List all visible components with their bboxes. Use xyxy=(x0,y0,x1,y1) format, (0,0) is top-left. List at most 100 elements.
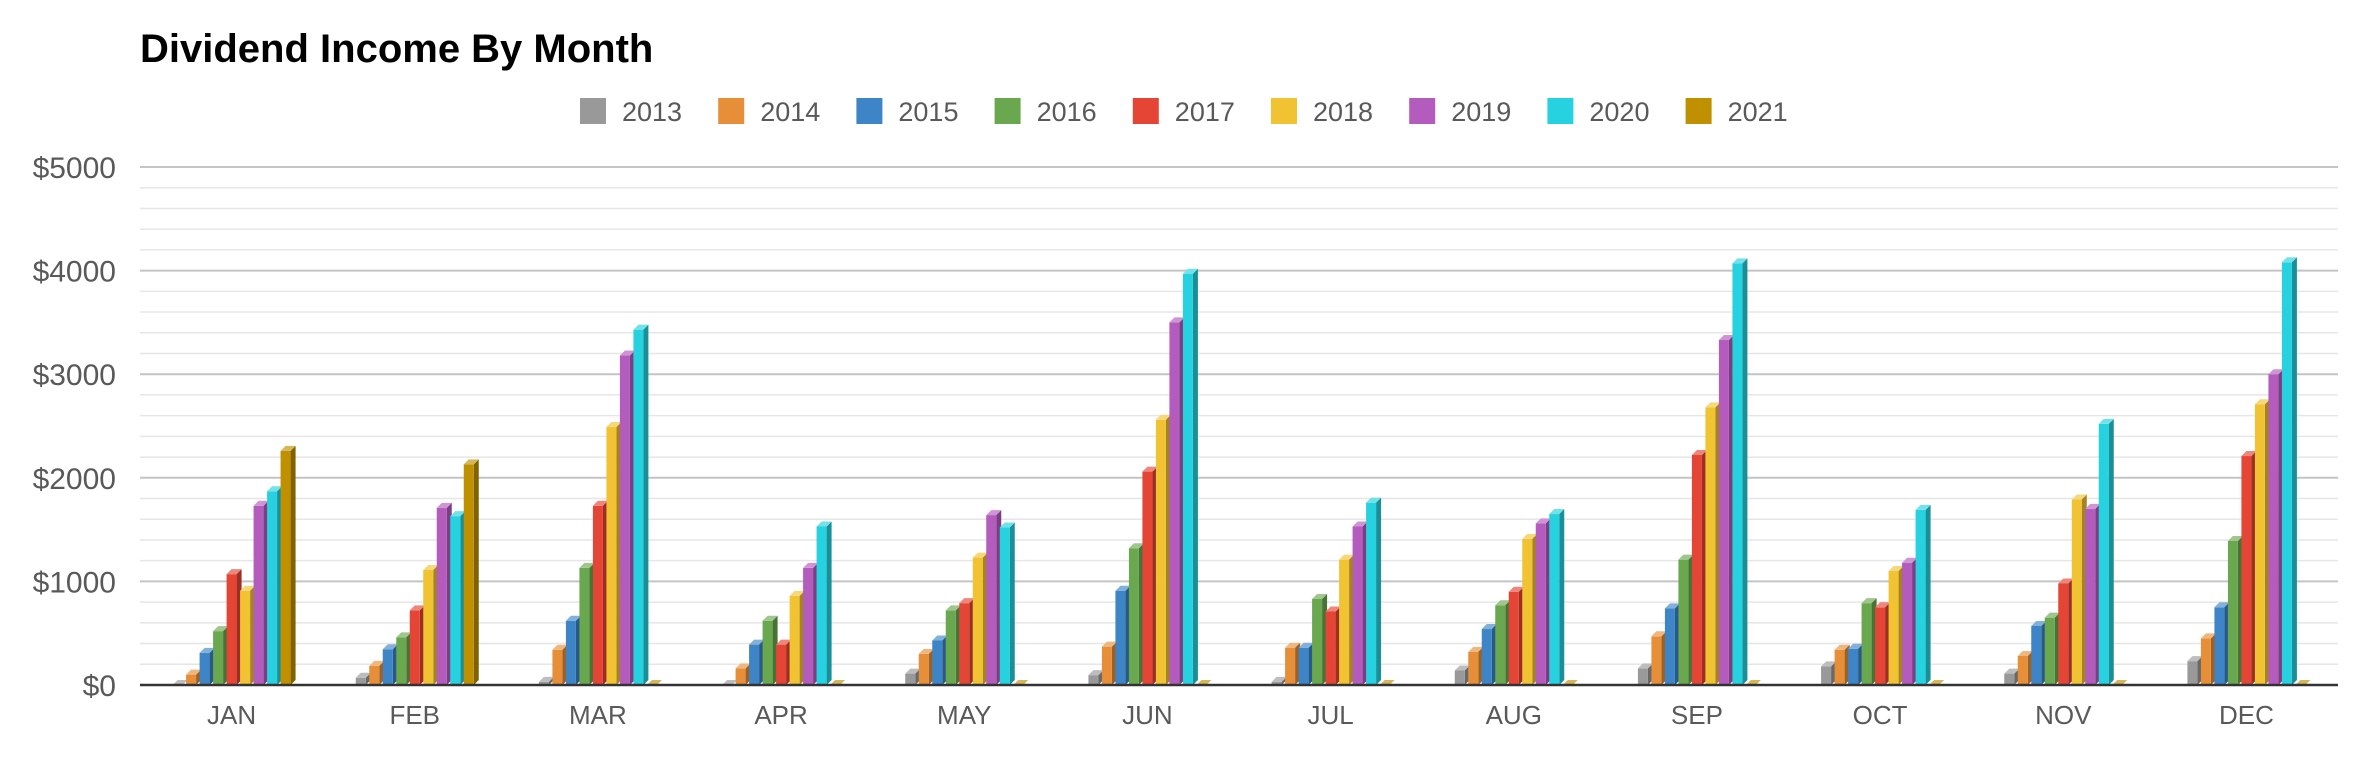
bar-top xyxy=(199,647,215,653)
legend-label: 2018 xyxy=(1313,97,1373,127)
bar-side xyxy=(826,521,832,685)
bar-front xyxy=(409,610,420,685)
bar-top xyxy=(2200,633,2216,639)
bar-jul-2017 xyxy=(1325,606,1341,685)
bar-top xyxy=(816,521,832,527)
bar-top xyxy=(1101,641,1117,647)
legend-item-2016[interactable]: 2016 xyxy=(994,97,1097,127)
bar-sep-2019 xyxy=(1718,335,1734,685)
legend-item-2014[interactable]: 2014 xyxy=(718,97,820,127)
bar-top xyxy=(2044,612,2060,618)
bar-aug-2018 xyxy=(1522,533,1538,685)
bar-front xyxy=(1128,548,1139,685)
bar-top xyxy=(2187,656,2203,662)
bar-side xyxy=(1192,268,1198,685)
bar-top xyxy=(213,626,229,632)
bar-top xyxy=(2254,399,2270,405)
bar-top xyxy=(1508,586,1524,592)
bar-front xyxy=(1875,607,1886,685)
bar-front xyxy=(606,427,617,685)
legend-item-2018[interactable]: 2018 xyxy=(1271,97,1373,127)
bar-top xyxy=(2004,668,2020,674)
bar-dec-2015 xyxy=(2214,602,2230,685)
bar-nov-2019 xyxy=(2085,503,2101,685)
legend-item-2020[interactable]: 2020 xyxy=(1547,97,1649,127)
x-tick-label: MAY xyxy=(937,700,991,730)
bar-front xyxy=(1495,605,1506,685)
bar-dec-2017 xyxy=(2241,451,2257,685)
bar-side xyxy=(1376,497,1382,685)
bar-top xyxy=(2098,418,2114,424)
bar-top xyxy=(972,552,988,558)
bar-front xyxy=(633,329,644,685)
bar-top xyxy=(186,669,202,675)
legend-swatch xyxy=(1409,98,1436,124)
bar-sep-2015 xyxy=(1664,603,1680,685)
bar-nov-2018 xyxy=(2071,494,2087,685)
legend-swatch xyxy=(1547,98,1574,124)
bar-front xyxy=(789,595,800,685)
bar-sep-2014 xyxy=(1651,631,1667,685)
bar-top xyxy=(2241,451,2257,457)
bar-front xyxy=(1101,646,1112,685)
bar-top xyxy=(2085,503,2101,509)
bar-feb-2019 xyxy=(436,502,452,685)
bar-top xyxy=(762,615,778,621)
bar-oct-2018 xyxy=(1888,566,1904,685)
bar-top xyxy=(409,605,425,611)
y-tick-label: $4000 xyxy=(33,256,116,289)
bar-top xyxy=(369,660,385,666)
bar-nov-2017 xyxy=(2058,578,2074,685)
legend-item-2019[interactable]: 2019 xyxy=(1409,97,1511,127)
bar-may-2015 xyxy=(932,635,948,685)
bar-front xyxy=(213,631,224,685)
bar-top xyxy=(1848,643,1864,649)
bar-front xyxy=(1481,629,1492,685)
bar-top xyxy=(1454,665,1470,671)
bar-top xyxy=(1549,509,1565,515)
bar-top xyxy=(267,486,283,492)
bar-nov-2015 xyxy=(2031,620,2047,685)
bar-front xyxy=(2200,638,2211,685)
bar-top xyxy=(1664,603,1680,609)
bar-top xyxy=(463,459,479,465)
bar-top xyxy=(918,648,934,654)
gridlines xyxy=(140,166,2338,666)
legend-item-2017[interactable]: 2017 xyxy=(1132,97,1235,127)
bar-front xyxy=(1454,670,1465,685)
bar-top xyxy=(1678,554,1694,560)
bar-dec-2018 xyxy=(2254,399,2270,685)
bar-front xyxy=(1732,263,1743,685)
bar-oct-2013 xyxy=(1821,661,1837,685)
legend-item-2015[interactable]: 2015 xyxy=(856,97,958,127)
bar-front xyxy=(2031,625,2042,685)
bar-front xyxy=(463,464,474,685)
bar-mar-2014 xyxy=(552,644,568,685)
bar-jan-2015 xyxy=(199,647,215,685)
legend-item-2013[interactable]: 2013 xyxy=(580,97,682,127)
bar-may-2013 xyxy=(905,668,921,685)
bar-front xyxy=(1508,591,1519,685)
bar-front xyxy=(1549,514,1560,685)
x-tick-label: NOV xyxy=(2035,700,2092,730)
bar-front xyxy=(1468,651,1479,685)
bar-front xyxy=(932,640,943,685)
bar-jan-2021 xyxy=(280,445,296,685)
bar-top xyxy=(1834,644,1850,650)
bar-jun-2013 xyxy=(1088,670,1104,685)
bar-front xyxy=(1285,647,1296,685)
bar-front xyxy=(945,610,956,685)
bar-top xyxy=(1821,661,1837,667)
bar-top xyxy=(1535,518,1551,524)
bar-front xyxy=(1088,675,1099,685)
bar-dec-2020 xyxy=(2281,257,2297,685)
legend-label: 2014 xyxy=(760,97,820,127)
bar-front xyxy=(1664,608,1675,685)
bar-apr-2015 xyxy=(749,639,765,685)
bar-front xyxy=(552,649,563,685)
legend: 2013 2014 2015 2016 2017 2018 2019 2020 2021 xyxy=(580,97,1788,127)
bar-front xyxy=(1861,603,1872,685)
bar-front xyxy=(1169,322,1180,685)
bar-aug-2016 xyxy=(1495,600,1511,685)
legend-item-2021[interactable]: 2021 xyxy=(1685,97,1788,127)
